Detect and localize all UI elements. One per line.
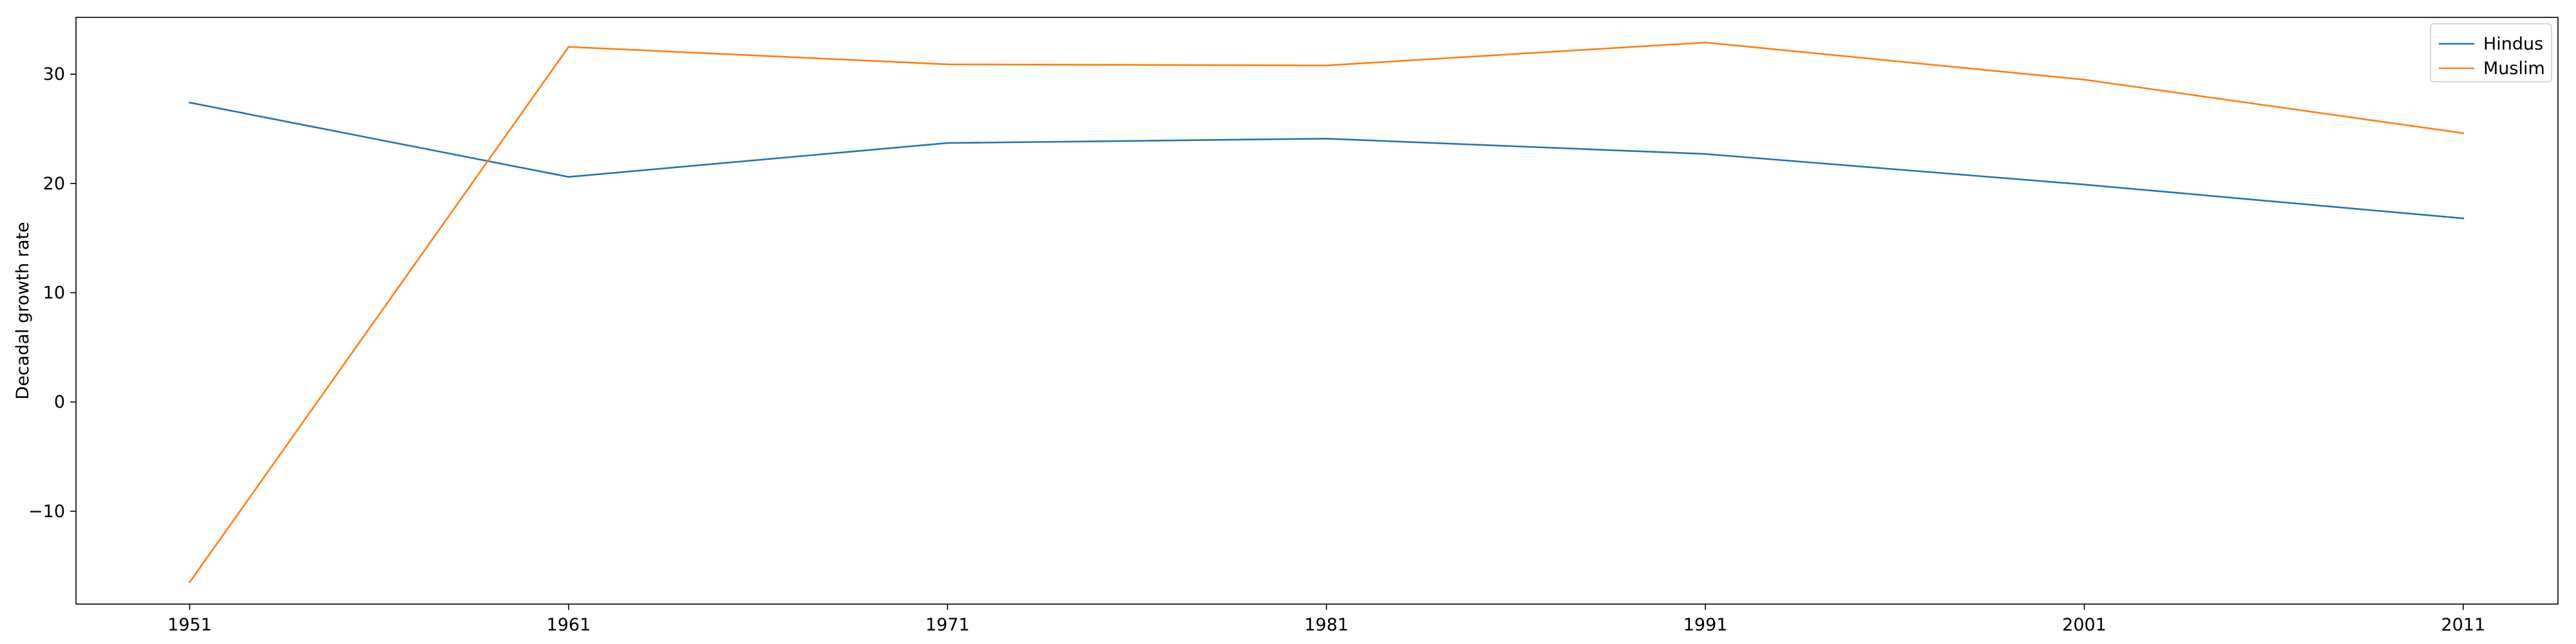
series-line-hindus <box>188 101 2465 220</box>
y-tick-label: 30 <box>43 64 65 84</box>
x-tick-label: 1951 <box>167 615 212 635</box>
y-tick-label: −10 <box>28 502 65 522</box>
x-tick-label: 2001 <box>2062 615 2107 635</box>
y-tick-label: 10 <box>43 283 65 303</box>
x-tick-label: 2011 <box>2441 615 2486 635</box>
y-tick-label: 0 <box>54 392 65 412</box>
x-tick-label: 1961 <box>547 615 591 635</box>
y-tick-label: 20 <box>43 174 65 194</box>
plot-frame <box>75 17 2559 605</box>
legend-box <box>2430 23 2552 82</box>
plot-area <box>75 17 2559 605</box>
series-line-muslim <box>188 41 2465 583</box>
series-layer <box>188 41 2465 583</box>
y-axis-label: Decadal growth rate <box>13 222 33 400</box>
legend-label-hindus: Hindus <box>2483 34 2543 54</box>
legend: Hindus Muslim <box>2430 23 2552 82</box>
x-tick-label: 1991 <box>1683 615 1728 635</box>
legend-label-muslim: Muslim <box>2483 59 2545 79</box>
y-axis: −10 0 10 20 30 <box>28 64 76 522</box>
x-tick-label: 1971 <box>925 615 970 635</box>
x-axis: 1951 1961 1971 1981 1991 2001 2011 <box>167 604 2485 635</box>
x-tick-label: 1981 <box>1304 615 1349 635</box>
